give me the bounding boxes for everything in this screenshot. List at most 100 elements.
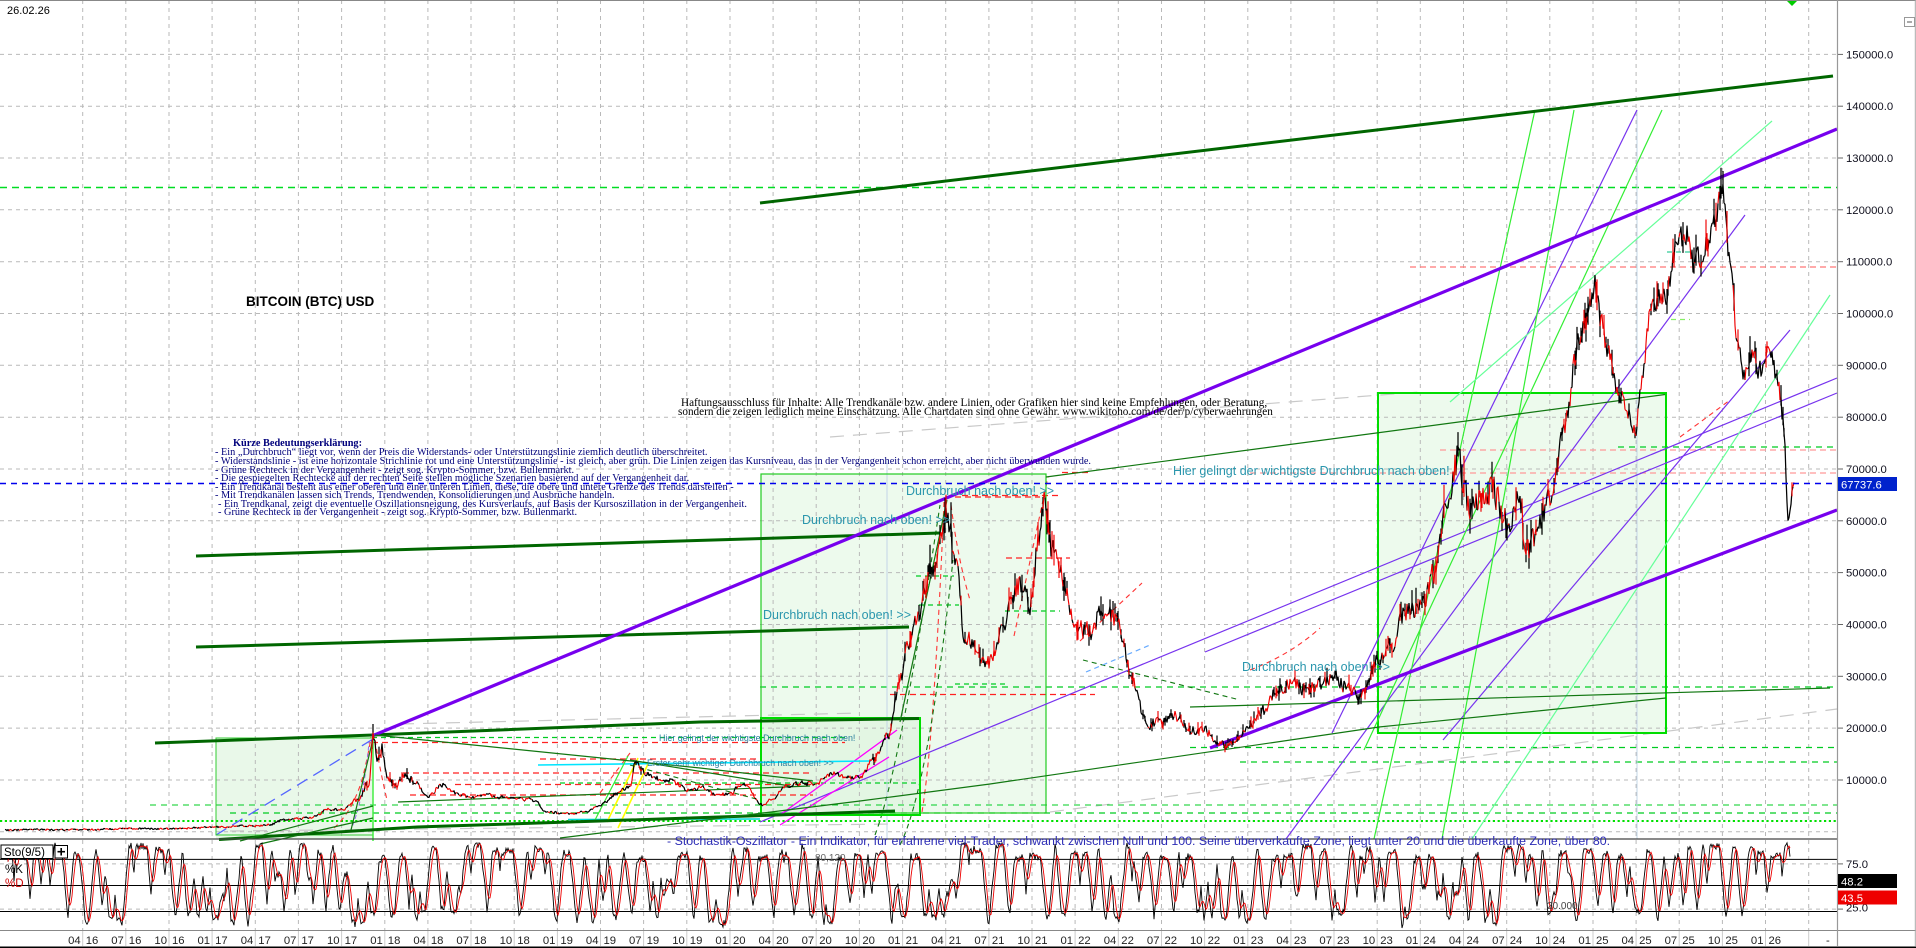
svg-text:- Widerstandslinie - ist eine: - Widerstandslinie - ist eine horizontal…: [215, 456, 1091, 467]
svg-text:21: 21: [906, 935, 919, 947]
svg-text:20: 20: [776, 935, 789, 947]
svg-text:- Stochastik-Oszillator - Ein: - Stochastik-Oszillator - Ein Indikator,…: [667, 834, 1610, 848]
svg-text:04: 04: [1622, 935, 1635, 947]
svg-text:30000.0: 30000.0: [1846, 671, 1887, 683]
svg-text:25: 25: [1725, 935, 1738, 947]
svg-text:20: 20: [819, 935, 832, 947]
svg-text:07: 07: [629, 935, 642, 947]
svg-text:Sto(9/5): Sto(9/5): [4, 847, 45, 859]
svg-text:07: 07: [284, 935, 297, 947]
svg-text:Hier gelingt der wichtigste Du: Hier gelingt der wichtigste Durchbruch n…: [1173, 464, 1450, 478]
svg-text:20: 20: [862, 935, 875, 947]
svg-text:23: 23: [1251, 935, 1264, 947]
svg-text:22: 22: [1121, 935, 1134, 947]
svg-text:24: 24: [1510, 935, 1523, 947]
svg-text:20.000: 20.000: [1547, 901, 1578, 912]
svg-text:23: 23: [1380, 935, 1393, 947]
svg-text:-: -: [1826, 935, 1830, 947]
svg-text:50000.0: 50000.0: [1846, 568, 1887, 580]
svg-text:150000.0: 150000.0: [1846, 49, 1893, 61]
svg-text:16: 16: [129, 935, 142, 947]
svg-text:60000.0: 60000.0: [1846, 516, 1887, 528]
svg-text:- Ein „Durchbruch“ liegt vor,: - Ein „Durchbruch“ liegt vor, wenn der P…: [215, 447, 708, 458]
svg-text:- Die gespiegelten Rechtecke a: - Die gespiegelten Rechtecke auf der rec…: [215, 473, 689, 484]
svg-text:10: 10: [154, 935, 167, 947]
svg-text:- Ein Trendkanal, zeigt die ev: - Ein Trendkanal, zeigt die eventuelle O…: [218, 499, 747, 510]
svg-text:70000.0: 70000.0: [1846, 464, 1887, 476]
svg-text:43.5: 43.5: [1841, 893, 1863, 905]
svg-text:19: 19: [690, 935, 703, 947]
svg-text:17: 17: [258, 935, 271, 947]
svg-text:75.0: 75.0: [1846, 859, 1868, 871]
svg-text:10: 10: [672, 935, 685, 947]
svg-text:21: 21: [949, 935, 962, 947]
svg-text:04: 04: [1104, 935, 1117, 947]
svg-text:01: 01: [1578, 935, 1591, 947]
svg-text:07: 07: [1147, 935, 1160, 947]
svg-text:04: 04: [413, 935, 426, 947]
svg-text:17: 17: [345, 935, 358, 947]
svg-text:18: 18: [388, 935, 401, 947]
svg-text:10000.0: 10000.0: [1846, 775, 1887, 787]
svg-text:- Grüne Rechteck in der Vergan: - Grüne Rechteck in der Vergangenheit - …: [218, 507, 577, 518]
svg-text:25: 25: [1596, 935, 1609, 947]
svg-text:80000.0: 80000.0: [1846, 412, 1887, 424]
svg-text:%D: %D: [5, 878, 24, 890]
svg-text:Durchbruch nach oben! >>: Durchbruch nach oben! >>: [763, 608, 911, 622]
svg-text:04: 04: [586, 935, 599, 947]
svg-text:07: 07: [111, 935, 124, 947]
svg-text:20: 20: [733, 935, 746, 947]
svg-text:140000.0: 140000.0: [1846, 101, 1893, 113]
svg-text:80,120: 80,120: [815, 853, 846, 864]
svg-text:01: 01: [1406, 935, 1419, 947]
svg-text:17: 17: [301, 935, 314, 947]
svg-text:18: 18: [474, 935, 487, 947]
svg-text:24: 24: [1553, 935, 1566, 947]
svg-text:19: 19: [560, 935, 573, 947]
svg-text:100000.0: 100000.0: [1846, 309, 1893, 321]
svg-text:20000.0: 20000.0: [1846, 723, 1887, 735]
svg-text:- Ein Trendkanal besteht aus e: - Ein Trendkanal besteht aus einer obere…: [215, 482, 734, 493]
svg-text:Hier gelingt der wichtigste Du: Hier gelingt der wichtigste Durchbruch n…: [659, 733, 855, 743]
svg-text:04: 04: [1449, 935, 1462, 947]
svg-text:07: 07: [456, 935, 469, 947]
svg-text:90000.0: 90000.0: [1846, 360, 1887, 372]
svg-text:10: 10: [1708, 935, 1721, 947]
svg-text:18: 18: [431, 935, 444, 947]
svg-text:67737.6: 67737.6: [1841, 480, 1882, 492]
svg-text:26: 26: [1769, 935, 1782, 947]
svg-text:07: 07: [1665, 935, 1678, 947]
svg-text:16: 16: [86, 935, 99, 947]
svg-text:01: 01: [198, 935, 211, 947]
svg-text:25: 25: [1682, 935, 1695, 947]
svg-text:Durchbruch nach oben! >>: Durchbruch nach oben! >>: [802, 513, 950, 527]
svg-text:Kürze Bedeutungserklärung:: Kürze Bedeutungserklärung:: [233, 438, 362, 449]
svg-text:01: 01: [370, 935, 383, 947]
svg-text:01: 01: [888, 935, 901, 947]
svg-text:%K: %K: [5, 864, 23, 876]
svg-text:04: 04: [241, 935, 254, 947]
svg-text:04: 04: [759, 935, 772, 947]
svg-text:48.2: 48.2: [1841, 877, 1863, 889]
svg-text:22: 22: [1208, 935, 1221, 947]
svg-text:22: 22: [1165, 935, 1178, 947]
svg-text:40000.0: 40000.0: [1846, 620, 1887, 632]
svg-text:17: 17: [215, 935, 228, 947]
svg-text:01: 01: [543, 935, 556, 947]
svg-text:25: 25: [1639, 935, 1652, 947]
svg-text:07: 07: [1492, 935, 1505, 947]
svg-text:Durchbruch nach oben! >>: Durchbruch nach oben! >>: [906, 484, 1054, 498]
svg-text:18: 18: [517, 935, 530, 947]
svg-text:01: 01: [1061, 935, 1074, 947]
svg-text:130000.0: 130000.0: [1846, 153, 1893, 165]
svg-text:04: 04: [1276, 935, 1289, 947]
svg-text:07: 07: [1319, 935, 1332, 947]
svg-text:16: 16: [172, 935, 185, 947]
svg-text:01: 01: [715, 935, 728, 947]
svg-text:Haftungsausschluss für Inhalte: Haftungsausschluss für Inhalte: Alle Tre…: [681, 397, 1267, 409]
svg-text:04: 04: [931, 935, 944, 947]
svg-text:07: 07: [974, 935, 987, 947]
svg-text:19: 19: [647, 935, 660, 947]
svg-text:- Grüne Rechteck in der Vergan: - Grüne Rechteck in der Vergangenheit - …: [215, 465, 574, 476]
svg-text:24: 24: [1423, 935, 1436, 947]
